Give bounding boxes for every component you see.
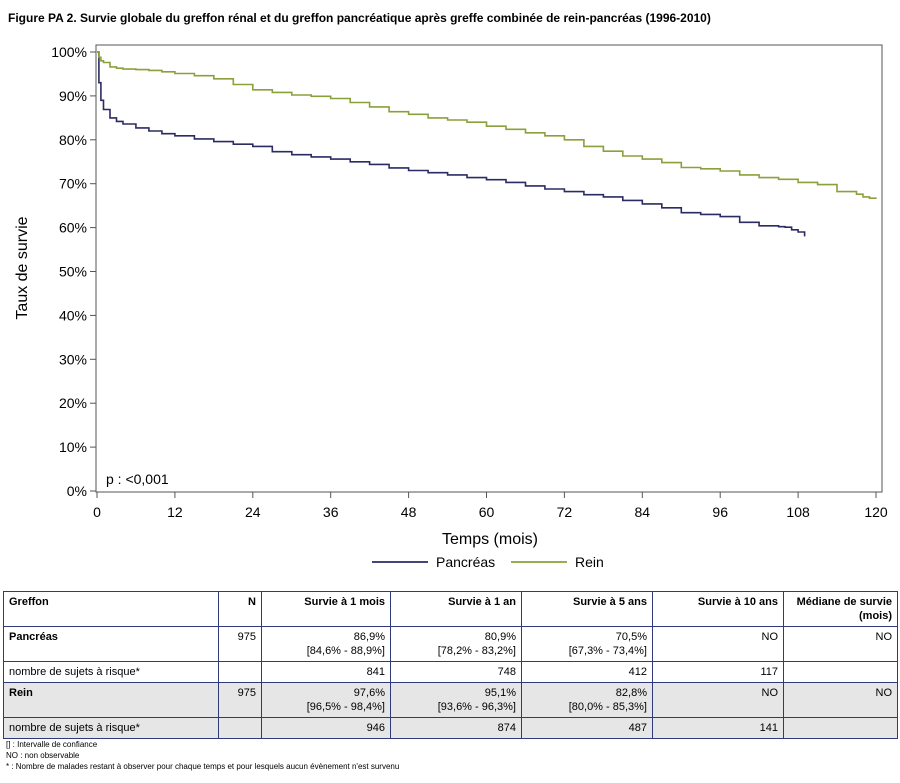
- cell-1-mois: 841: [261, 661, 391, 683]
- cell-ci: [78,2% - 83,2%]: [437, 645, 516, 657]
- cell-5-ans: 412: [521, 661, 653, 683]
- legend: Pancréas Rein: [372, 554, 604, 570]
- cell-value: 82,8%: [615, 687, 647, 699]
- row-n: [218, 661, 262, 683]
- x-tick-label: 72: [557, 504, 573, 520]
- table-notes: [] : Intervalle de confiance NO : non ob…: [6, 739, 399, 772]
- note-ci: [] : Intervalle de confiance: [6, 740, 98, 749]
- y-tick-label: 90%: [59, 88, 87, 104]
- cell-1-an: 748: [390, 661, 522, 683]
- x-tick-label: 84: [635, 504, 651, 520]
- y-tick-label: 10%: [59, 439, 87, 455]
- x-tick-label: 120: [864, 504, 888, 520]
- cell-ci: [67,3% - 73,4%]: [568, 645, 647, 657]
- cell-ci: [80,0% - 85,3%]: [568, 701, 647, 713]
- y-tick-label: 20%: [59, 395, 87, 411]
- cell-mediane: [783, 661, 898, 683]
- note-risk: * : Nombre de malades restant à observer…: [6, 762, 400, 771]
- plot-frame: [95, 44, 883, 493]
- cell-value: 86,9%: [353, 631, 385, 643]
- cell-5-ans: 70,5% [67,3% - 73,4%]: [521, 626, 653, 662]
- cell-mediane: [783, 717, 898, 739]
- table-row-pancreas: Pancréas 975 86,9% [84,6% - 88,9%] 80,9% […: [3, 626, 898, 662]
- y-axis-title: Taux de survie: [14, 216, 31, 319]
- cell-ci: [84,6% - 88,9%]: [306, 645, 385, 657]
- legend-label: Rein: [575, 554, 604, 570]
- cell-5-ans: 487: [521, 717, 653, 739]
- y-tick-label: 70%: [59, 176, 87, 192]
- x-tick-label: 0: [93, 504, 101, 520]
- y-tick-label: 0%: [67, 483, 87, 499]
- cell-1-an: 80,9% [78,2% - 83,2%]: [390, 626, 522, 662]
- survival-table: Greffon N Survie à 1 mois Survie à 1 an …: [3, 591, 898, 739]
- x-tick-label: 48: [401, 504, 417, 520]
- y-tick-label: 80%: [59, 132, 87, 148]
- x-axis-title: Temps (mois): [442, 531, 538, 548]
- cell-ci: [93,6% - 96,3%]: [437, 701, 516, 713]
- series-layer: [97, 51, 877, 237]
- cell-10-ans: 141: [652, 717, 784, 739]
- cell-value: 70,5%: [615, 631, 647, 643]
- cell-mediane: NO: [783, 626, 898, 662]
- y-tick-label: 50%: [59, 264, 87, 280]
- header-n: N: [218, 591, 262, 627]
- survival-chart: 0% 10% 20% 30% 40% 50% 60% 70% 80% 90% 100% 0 12 24 3…: [14, 44, 888, 570]
- header-10-ans: Survie à 10 ans: [652, 591, 784, 627]
- row-label: nombre de sujets à risque*: [3, 661, 219, 683]
- row-n: [218, 717, 262, 739]
- header-1-mois: Survie à 1 mois: [261, 591, 391, 627]
- y-axis: 0% 10% 20% 30% 40% 50% 60% 70% 80% 90% 100%: [51, 44, 96, 499]
- table-header-row: Greffon N Survie à 1 mois Survie à 1 an …: [3, 591, 898, 627]
- x-tick-label: 108: [786, 504, 810, 520]
- row-label: nombre de sujets à risque*: [3, 717, 219, 739]
- p-value-annotation: p : <0,001: [106, 471, 169, 487]
- cell-10-ans: 117: [652, 661, 784, 683]
- x-axis: 0 12 24 36 48 60 72 84 96 108 120: [93, 492, 888, 520]
- y-tick-label: 30%: [59, 351, 87, 367]
- cell-value: 97,6%: [353, 687, 385, 699]
- cell-1-mois: 86,9% [84,6% - 88,9%]: [261, 626, 391, 662]
- x-tick-label: 24: [245, 504, 261, 520]
- y-tick-label: 100%: [51, 44, 87, 60]
- cell-value: 80,9%: [484, 631, 516, 643]
- header-greffon: Greffon: [3, 591, 219, 627]
- cell-1-an: 874: [390, 717, 522, 739]
- note-no: NO : non observable: [6, 751, 80, 760]
- legend-label: Pancréas: [436, 554, 495, 570]
- cell-10-ans: NO: [652, 682, 784, 718]
- row-label: Pancréas: [3, 626, 219, 662]
- row-n: 975: [218, 682, 262, 718]
- row-n: 975: [218, 626, 262, 662]
- cell-5-ans: 82,8% [80,0% - 85,3%]: [521, 682, 653, 718]
- cell-1-mois: 946: [261, 717, 391, 739]
- header-5-ans: Survie à 5 ans: [521, 591, 653, 627]
- x-tick-label: 60: [479, 504, 495, 520]
- cell-10-ans: NO: [652, 626, 784, 662]
- table-row-risk-pancreas: nombre de sujets à risque* 841 748 412 1…: [3, 661, 898, 683]
- cell-value: NO: [761, 631, 779, 643]
- table-row-risk-rein: nombre de sujets à risque* 946 874 487 1…: [3, 717, 898, 739]
- cell-value: NO: [761, 687, 779, 699]
- x-tick-label: 96: [712, 504, 728, 520]
- x-tick-label: 36: [323, 504, 339, 520]
- header-mediane: Médiane de survie (mois): [783, 591, 898, 627]
- table-row-rein: Rein 975 97,6% [96,5% - 98,4%] 95,1% [93,6…: [3, 682, 898, 718]
- header-1-an: Survie à 1 an: [390, 591, 522, 627]
- x-tick-label: 12: [167, 504, 183, 520]
- cell-value: 95,1%: [484, 687, 516, 699]
- series-line-rein: [97, 51, 877, 199]
- y-tick-label: 60%: [59, 220, 87, 236]
- cell-mediane: NO: [783, 682, 898, 718]
- series-line-pancréas: [97, 51, 806, 237]
- figure-title: Figure PA 2. Survie globale du greffon r…: [8, 11, 711, 25]
- cell-ci: [96,5% - 98,4%]: [306, 701, 385, 713]
- cell-1-an: 95,1% [93,6% - 96,3%]: [390, 682, 522, 718]
- y-tick-label: 40%: [59, 307, 87, 323]
- cell-1-mois: 97,6% [96,5% - 98,4%]: [261, 682, 391, 718]
- row-label: Rein: [3, 682, 219, 718]
